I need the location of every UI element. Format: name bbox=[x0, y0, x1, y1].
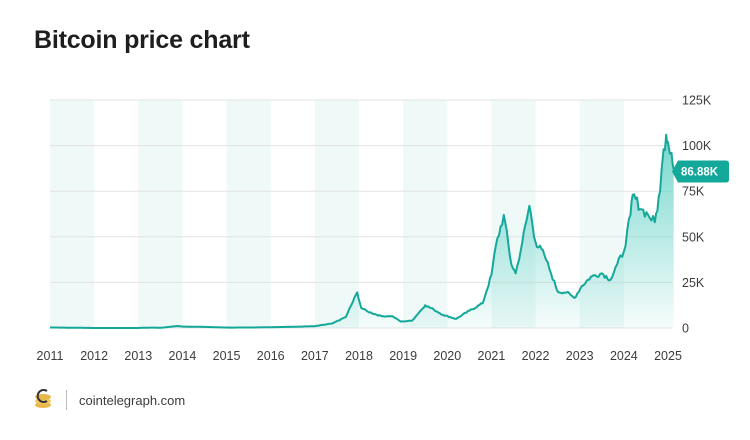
last-price-label-text: 86.88K bbox=[681, 167, 719, 179]
y-tick-label: 0 bbox=[682, 322, 689, 336]
x-tick-label: 2012 bbox=[80, 349, 108, 363]
price-line bbox=[50, 133, 675, 329]
y-tick-label: 25K bbox=[682, 276, 705, 290]
footer: cointelegraph.com bbox=[30, 387, 185, 413]
year-band bbox=[314, 100, 359, 328]
x-tick-label: 2019 bbox=[389, 349, 417, 363]
y-axis-ticks: 0 25K 50K 75K 100K 125K bbox=[682, 94, 712, 336]
x-tick-label: 2022 bbox=[522, 349, 550, 363]
y-tick-label: 125K bbox=[682, 94, 712, 108]
x-tick-label: 2017 bbox=[301, 349, 329, 363]
last-price-label-background bbox=[672, 160, 729, 183]
x-tick-label: 2024 bbox=[610, 349, 638, 363]
x-tick-label: 2023 bbox=[566, 349, 594, 363]
footer-divider bbox=[66, 390, 67, 410]
price-area-fill bbox=[50, 134, 674, 328]
year-band bbox=[403, 100, 448, 328]
x-tick-label: 2015 bbox=[213, 349, 241, 363]
source-link[interactable]: cointelegraph.com bbox=[79, 392, 186, 408]
last-price-label: 86.88K bbox=[672, 160, 729, 183]
x-tick-label: 2011 bbox=[37, 349, 64, 363]
year-band bbox=[138, 100, 183, 328]
year-band bbox=[226, 100, 271, 328]
x-tick-label: 2025 bbox=[654, 349, 682, 363]
x-tick-label: 2014 bbox=[169, 349, 197, 363]
y-tick-label: 100K bbox=[682, 139, 712, 153]
x-tick-label: 2020 bbox=[433, 349, 461, 363]
y-tick-label: 50K bbox=[682, 230, 705, 244]
year-band bbox=[50, 100, 95, 328]
x-tick-label: 2021 bbox=[478, 349, 506, 363]
chart-title: Bitcoin price chart bbox=[34, 26, 250, 54]
x-tick-label: 2016 bbox=[257, 349, 285, 363]
x-axis-ticks: 2011 2012 2013 2014 2015 2016 2017 2018 2019 2020… bbox=[37, 349, 682, 363]
cointelegraph-logo-icon bbox=[35, 389, 51, 408]
x-tick-label: 2018 bbox=[345, 349, 373, 363]
x-tick-label: 2013 bbox=[124, 349, 152, 363]
y-tick-label: 75K bbox=[682, 185, 705, 199]
